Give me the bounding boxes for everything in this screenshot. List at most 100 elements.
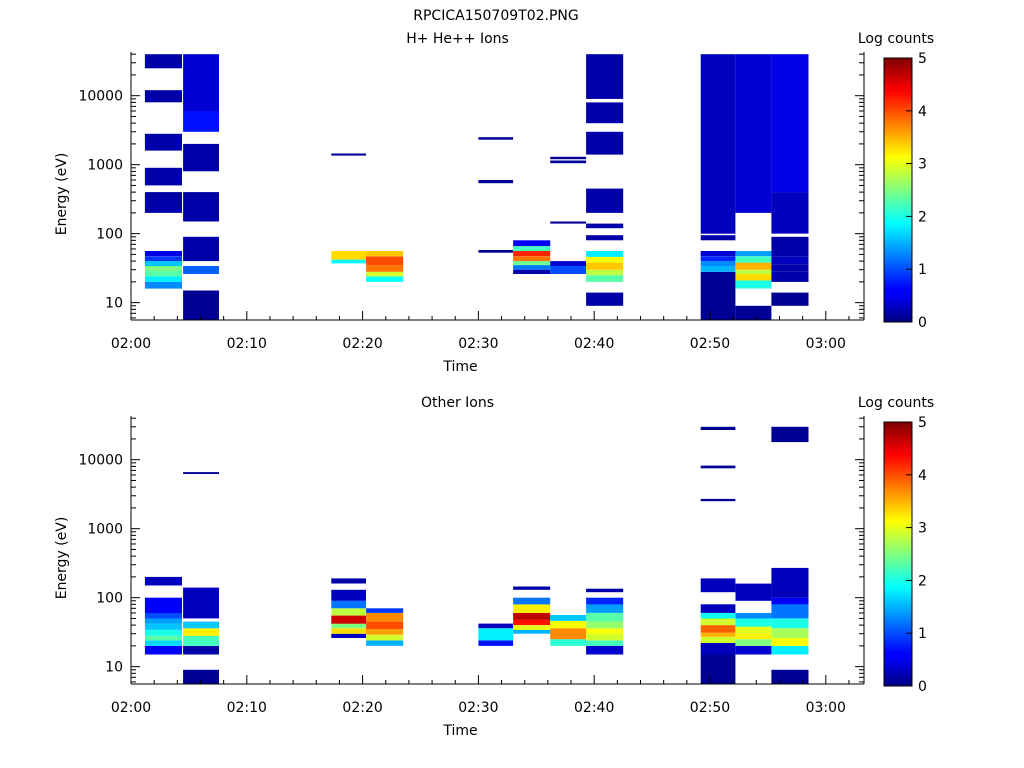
cell-0-6 [144, 613, 182, 619]
cell-2-0 [331, 633, 366, 638]
cell-0-8 [144, 167, 182, 186]
cell-7-2 [586, 269, 624, 276]
cell-4-1 [478, 628, 514, 641]
cell-1-2 [183, 236, 219, 262]
cell-8-0 [700, 290, 736, 320]
cell-9-1 [735, 280, 772, 289]
cell-1-0 [183, 669, 219, 684]
cell-5-5 [513, 597, 551, 605]
x-tick-label: 02:10 [227, 336, 267, 352]
colorbar: Log counts 0 1 2 3 4 5 [858, 395, 934, 695]
cell-7-10 [586, 102, 624, 124]
cell-8-8 [700, 578, 736, 593]
cell-9-6 [735, 251, 772, 257]
cell-10-2 [771, 638, 809, 646]
cell-0-7 [144, 192, 182, 213]
cell-0-1 [144, 276, 182, 282]
cell-6-0 [550, 639, 587, 646]
cell-1-3 [183, 628, 219, 636]
figure-title: RPCICA150709T02.PNG [413, 8, 578, 24]
x-axis-label: Time [442, 723, 477, 739]
cell-8-9 [700, 498, 736, 502]
x-tick-label: 02:00 [111, 700, 151, 716]
cell-8-4 [700, 256, 736, 262]
cell-2-6 [331, 589, 366, 601]
cell-8-7 [700, 54, 736, 234]
cell-1-1 [183, 266, 219, 274]
cell-0-4 [144, 261, 182, 266]
cell-7-8 [586, 588, 624, 593]
cell-6-3 [550, 615, 587, 621]
cell-3-2 [366, 265, 404, 272]
cell-1-1 [183, 645, 219, 655]
cell-7-5 [586, 251, 624, 257]
colorbar-tick-label: 2 [918, 573, 927, 589]
cell-3-4 [366, 613, 404, 622]
cell-9-6 [735, 583, 772, 601]
colorbar-gradient [883, 57, 913, 323]
y-tick-label: 10000 [78, 89, 123, 105]
panel-title: Other Ions [421, 395, 494, 411]
cell-5-1 [513, 265, 551, 270]
cell-2-4 [331, 608, 366, 616]
cell-7-6 [586, 235, 624, 241]
cell-10-8 [771, 426, 809, 443]
cell-4-2 [478, 137, 514, 140]
cell-0-9 [144, 133, 182, 151]
cell-6-2 [550, 620, 587, 629]
cell-7-0 [586, 645, 624, 655]
cell-8-1 [700, 643, 736, 655]
x-tick-label: 02:40 [574, 700, 614, 716]
colorbar-tick-label: 0 [918, 679, 927, 695]
spectrogram-cells [144, 54, 809, 320]
cell-8-3 [700, 261, 736, 266]
y-tick-label: 1000 [87, 158, 123, 174]
cell-5-2 [513, 619, 551, 626]
y-tick-label: 10000 [78, 453, 123, 469]
cell-6-1 [550, 628, 587, 640]
cell-8-2 [700, 266, 736, 272]
cell-10-6 [771, 597, 809, 605]
cell-5-3 [513, 256, 551, 262]
cell-0-5 [144, 256, 182, 262]
cell-3-0 [366, 276, 404, 282]
cell-1-6 [183, 472, 219, 474]
cell-2-7 [331, 578, 366, 584]
cell-7-3 [586, 628, 624, 634]
cell-2-3 [331, 615, 366, 624]
cell-10-6 [771, 54, 809, 193]
cell-2-1 [331, 628, 366, 634]
cell-0-5 [144, 618, 182, 624]
cell-3-1 [366, 271, 404, 277]
cell-3-3 [366, 621, 404, 630]
cell-10-4 [771, 236, 809, 257]
cell-10-3 [771, 628, 809, 638]
y-tick-label: 10 [105, 296, 123, 312]
cell-0-0 [144, 645, 182, 655]
cell-9-2 [735, 633, 772, 640]
x-tick-label: 02:50 [690, 700, 730, 716]
cell-7-11 [586, 54, 624, 99]
cell-8-3 [700, 632, 736, 637]
cell-9-3 [735, 626, 772, 634]
x-tick-label: 02:30 [458, 336, 498, 352]
cell-5-4 [513, 251, 551, 257]
cell-8-5 [700, 251, 736, 257]
cell-3-5 [366, 608, 404, 613]
cell-7-9 [586, 131, 624, 155]
cell-2-1 [331, 251, 366, 260]
panel-2: Other Ions 02:00 02:10 02:20 02:30 02:40 02:50… [54, 395, 934, 739]
cell-2-2 [331, 153, 366, 156]
x-axis-label: Time [442, 359, 477, 375]
cell-7-1 [586, 275, 624, 282]
cell-1-5 [183, 587, 219, 619]
cell-6-3 [550, 160, 587, 164]
colorbar: Log counts 0 1 2 3 4 5 [858, 31, 934, 331]
cell-0-2 [144, 270, 182, 277]
cell-9-5 [735, 256, 772, 263]
cell-3-0 [366, 640, 404, 646]
cell-4-0 [478, 640, 514, 646]
panel-1: H+ He++ Ions 02:00 02:10 02:20 02:30 02:40 02:… [54, 31, 934, 375]
cell-7-7 [586, 223, 624, 229]
cell-8-4 [700, 625, 736, 633]
